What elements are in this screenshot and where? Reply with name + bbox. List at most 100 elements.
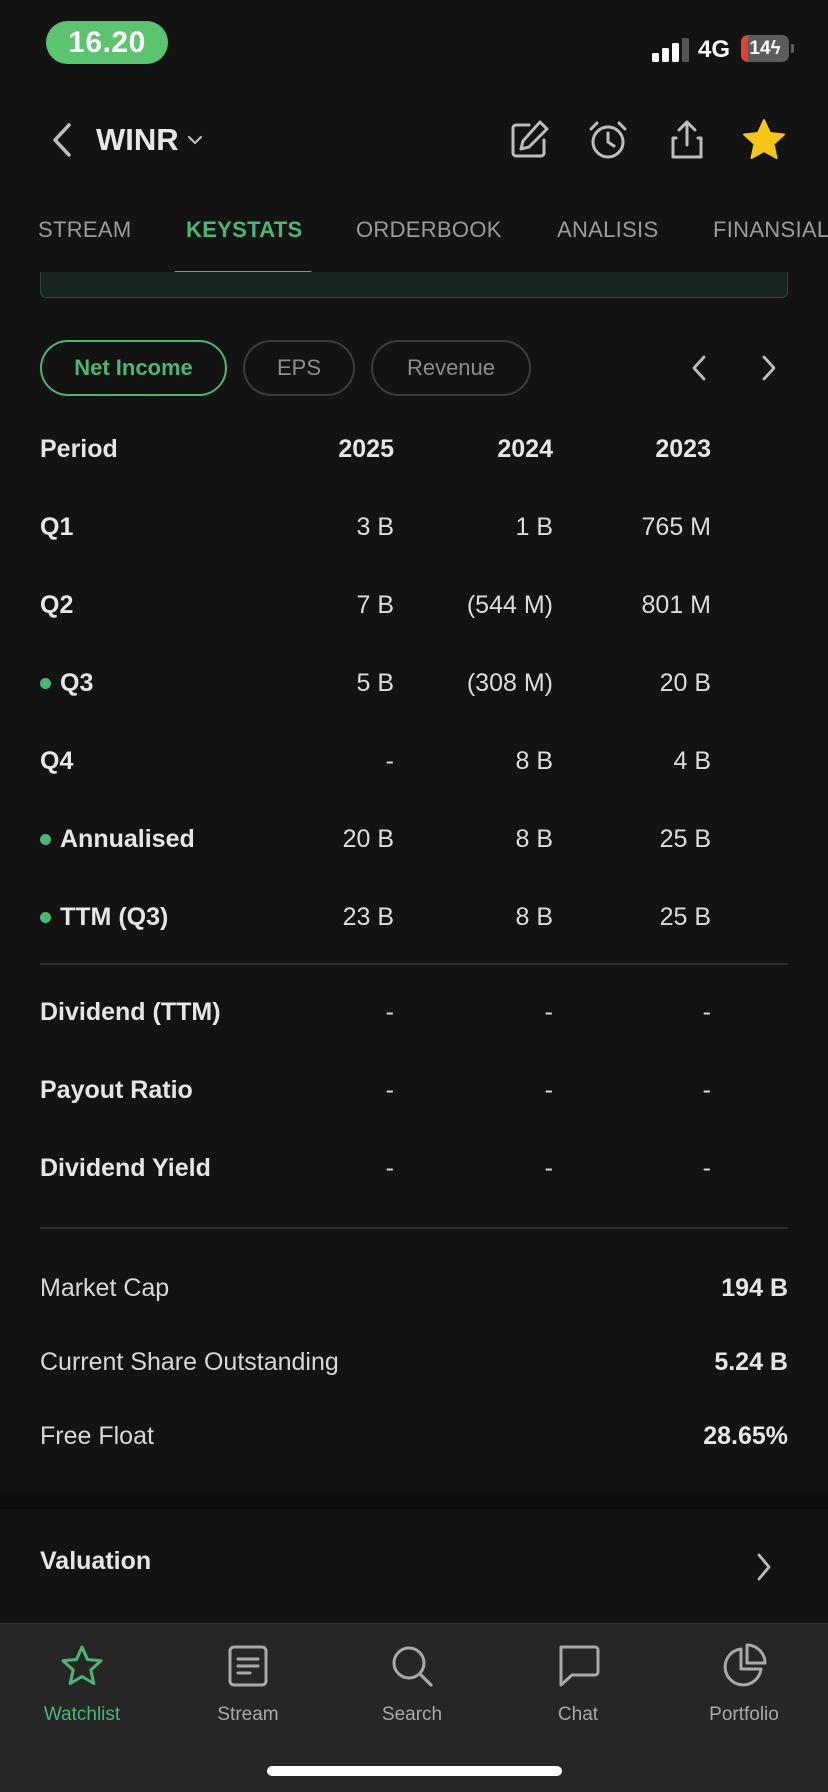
cell-value: -	[702, 997, 711, 1026]
column-header-period: Period	[40, 434, 118, 463]
edit-icon	[511, 120, 549, 158]
row-label: Q4	[40, 746, 74, 775]
status-time: 16.20	[46, 21, 168, 64]
next-period-button[interactable]	[747, 346, 791, 390]
price-alert-button[interactable]	[584, 116, 632, 164]
pie-chart-icon	[720, 1642, 768, 1690]
summary-value: 5.24 B	[714, 1347, 788, 1376]
battery-cap	[791, 44, 794, 53]
cell-value: 4 B	[673, 746, 711, 775]
cell-value: 801 M	[641, 590, 711, 619]
cell-value: (308 M)	[466, 668, 553, 697]
table-row: TTM (Q3) 23 B 8 B 25 B	[40, 878, 788, 956]
tab-keystats[interactable]: KEYSTATS	[186, 217, 303, 242]
column-header-year: 2024	[497, 434, 553, 463]
nav-label: Stream	[217, 1704, 279, 1725]
cell-value: 23 B	[342, 902, 394, 931]
favorite-button[interactable]	[740, 116, 788, 164]
ticker-label: WINR	[96, 122, 179, 157]
nav-search[interactable]: Search	[337, 1642, 487, 1742]
bottom-tab-bar: Watchlist Stream Search Chat Portfolio	[0, 1623, 828, 1792]
cell-value: -	[385, 746, 394, 775]
cell-value: -	[702, 1075, 711, 1104]
nav-label: Search	[381, 1704, 443, 1725]
chat-bubble-icon	[554, 1642, 602, 1690]
battery-icon: 14 ϟ	[741, 35, 789, 62]
nav-stream[interactable]: Stream	[173, 1642, 323, 1742]
latest-period-dot-icon	[40, 833, 51, 845]
divider	[40, 1227, 788, 1229]
share-button[interactable]	[663, 116, 711, 164]
cell-value: 3 B	[356, 512, 394, 541]
row-label: Dividend Yield	[40, 1153, 211, 1182]
column-header-year: 2023	[655, 434, 711, 463]
cell-value: 5 B	[356, 668, 394, 697]
back-button[interactable]	[44, 118, 80, 162]
cellular-signal-icon	[652, 38, 692, 62]
summary-label: Market Cap	[40, 1273, 170, 1302]
ticker-selector[interactable]: WINR	[96, 122, 203, 158]
search-icon	[388, 1642, 436, 1690]
table-row: Q3 5 B (308 M) 20 B	[40, 644, 788, 722]
table-row: Annualised 20 B 8 B 25 B	[40, 800, 788, 878]
battery-level: 14 ϟ	[749, 37, 781, 59]
valuation-section-row[interactable]: Valuation	[0, 1509, 828, 1623]
alarm-clock-icon	[589, 121, 627, 159]
edit-note-button[interactable]	[505, 116, 553, 164]
row-label: Annualised	[60, 824, 195, 853]
divider	[40, 963, 788, 965]
cell-value: 8 B	[515, 902, 553, 931]
section-separator	[0, 1492, 828, 1509]
tab-orderbook[interactable]: ORDERBOOK	[356, 217, 502, 242]
star-outline-icon	[58, 1642, 106, 1690]
network-type: 4G	[698, 36, 731, 63]
summary-row-shares-outstanding: Current Share Outstanding 5.24 B	[40, 1325, 788, 1399]
table-row: Q4 - 8 B 4 B	[40, 722, 788, 800]
section-tabs: STREAM KEYSTATS ORDERBOOK ANALISIS FINAN…	[0, 205, 828, 275]
nav-portfolio[interactable]: Portfolio	[669, 1642, 819, 1742]
row-label-with-dot: Annualised	[40, 800, 195, 878]
cell-value: -	[385, 997, 394, 1026]
nav-watchlist[interactable]: Watchlist	[7, 1642, 157, 1742]
cell-value: 8 B	[515, 824, 553, 853]
tab-analisis[interactable]: ANALISIS	[557, 217, 659, 242]
cell-value: 765 M	[641, 512, 711, 541]
chevron-right-icon	[757, 1553, 771, 1581]
chip-eps[interactable]: EPS	[243, 340, 355, 396]
status-bar: 16.20 4G 14 ϟ	[0, 0, 828, 90]
cell-value: 8 B	[515, 746, 553, 775]
column-header-year: 2025	[338, 434, 394, 463]
table-row: Q2 7 B (544 M) 801 M	[40, 566, 788, 644]
cell-value: -	[702, 1153, 711, 1182]
summary-label: Free Float	[40, 1421, 154, 1450]
tab-finansial[interactable]: FINANSIAL	[713, 217, 828, 242]
tab-stream[interactable]: STREAM	[38, 217, 132, 242]
previous-period-button[interactable]	[677, 346, 721, 390]
nav-label: Chat	[557, 1704, 599, 1725]
chip-net-income[interactable]: Net Income	[40, 340, 227, 396]
summary-row-free-float: Free Float 28.65%	[40, 1399, 788, 1473]
nav-label: Watchlist	[43, 1704, 121, 1725]
row-label-with-dot: TTM (Q3)	[40, 878, 168, 956]
cell-value: 25 B	[659, 902, 711, 931]
table-row: Q1 3 B 1 B 765 M	[40, 488, 788, 566]
chevron-left-icon	[53, 123, 71, 157]
cell-value: 7 B	[356, 590, 394, 619]
nav-chat[interactable]: Chat	[503, 1642, 653, 1742]
cell-value: -	[385, 1075, 394, 1104]
table-header-row: Period 2025 2024 2023	[40, 410, 788, 488]
summary-label: Current Share Outstanding	[40, 1347, 339, 1376]
row-label: Q1	[40, 512, 74, 541]
row-label-with-dot: Q3	[40, 644, 93, 722]
nav-label: Portfolio	[709, 1704, 779, 1725]
cell-value: -	[544, 1153, 553, 1182]
row-label: Q3	[60, 668, 94, 697]
cell-value: (544 M)	[466, 590, 553, 619]
document-icon	[224, 1642, 272, 1690]
chevron-right-icon	[762, 355, 776, 381]
valuation-expand-button[interactable]	[742, 1545, 786, 1589]
row-label: Dividend (TTM)	[40, 997, 221, 1026]
chip-revenue[interactable]: Revenue	[371, 340, 531, 396]
table-row: Dividend Yield - - -	[40, 1129, 788, 1207]
home-indicator	[267, 1766, 562, 1776]
